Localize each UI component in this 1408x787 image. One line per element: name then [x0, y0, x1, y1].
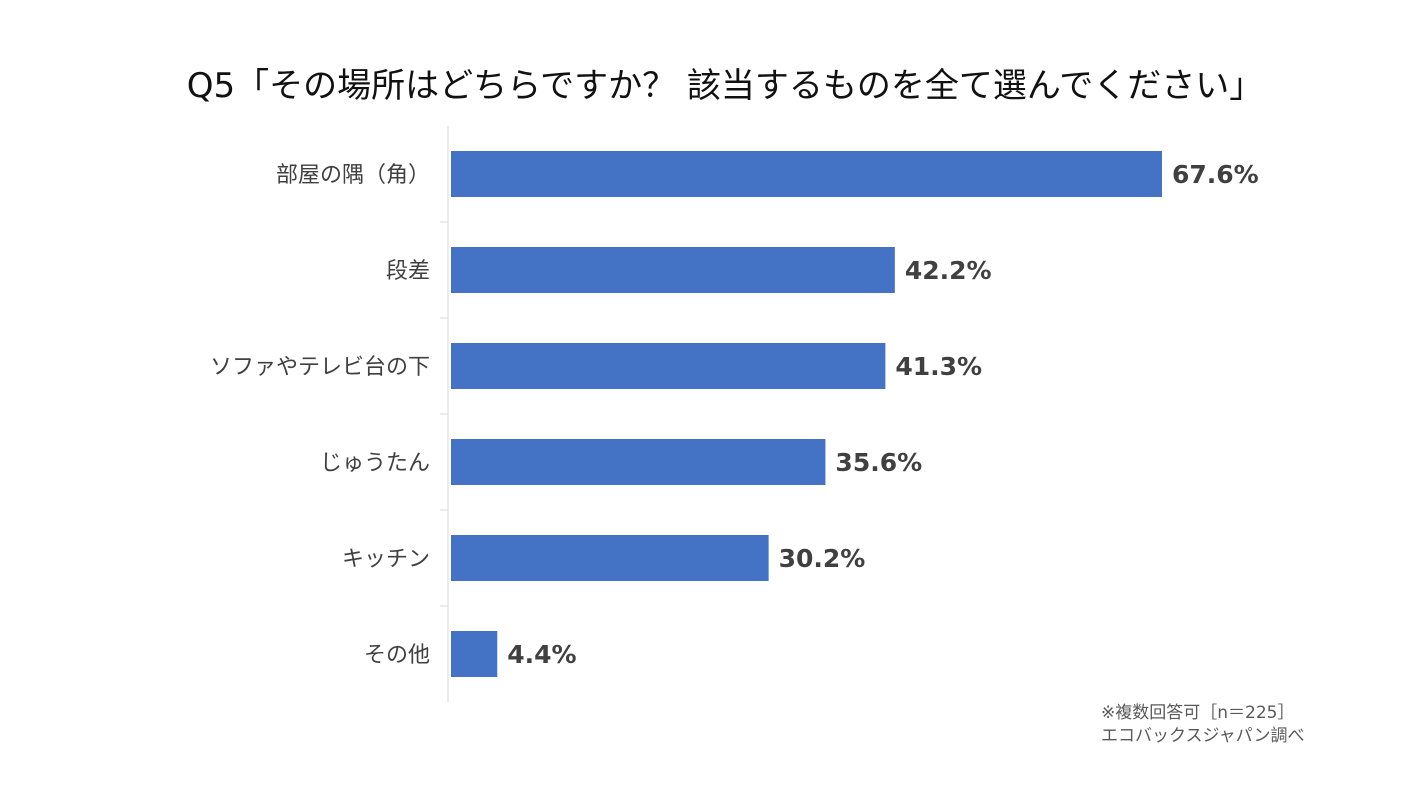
bar — [451, 439, 826, 485]
category-label: その他 — [364, 643, 430, 668]
data-label: 30.2% — [779, 544, 866, 573]
data-label: 4.4% — [507, 640, 576, 669]
data-label: 35.6% — [835, 448, 922, 477]
bar — [451, 247, 895, 293]
category-label: 段差 — [386, 259, 430, 284]
bar — [451, 631, 498, 677]
category-label: ソファやテレビ台の下 — [210, 355, 430, 380]
bar — [451, 343, 886, 389]
category-label: キッチン — [342, 547, 430, 572]
data-label: 42.2% — [905, 256, 992, 285]
data-label: 67.6% — [1172, 160, 1259, 189]
bar — [451, 151, 1162, 197]
category-label: 部屋の隅（角） — [276, 163, 430, 188]
chart-title: Q5「その場所はどちらですか？ 該当するものを全て選んでください」 — [186, 66, 1264, 106]
category-label: じゅうたん — [320, 451, 430, 476]
data-label: 41.3% — [895, 352, 982, 381]
bar — [451, 535, 769, 581]
footnote-source: エコバックスジャパン調べ — [1101, 726, 1305, 746]
footnote-sample: ※複数回答可［n＝225］ — [1101, 703, 1295, 723]
bars-layer: 部屋の隅（角） 67.6% 段差 42.2% ソファやテレビ台の下 41.3% じゅうたん 3… — [210, 151, 1259, 677]
